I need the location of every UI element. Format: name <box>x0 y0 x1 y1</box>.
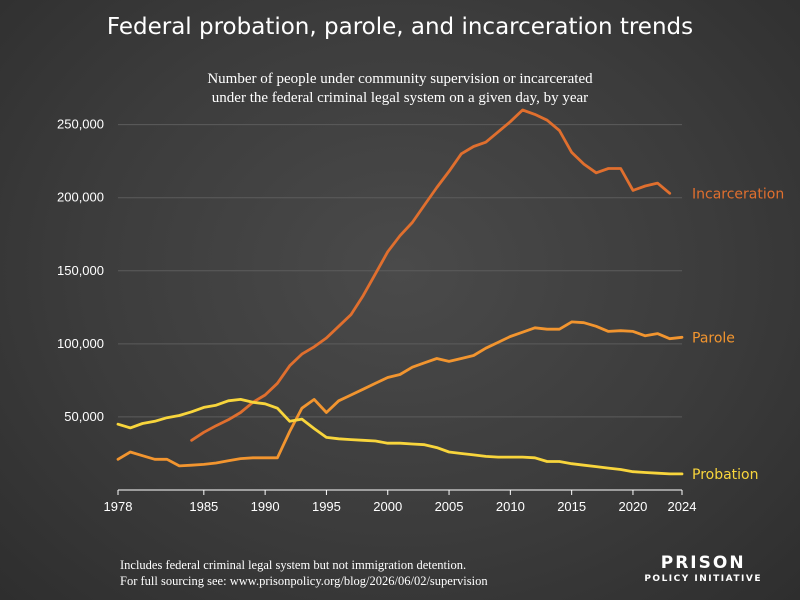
series-labels: Incarceration Parole Probation <box>692 186 784 483</box>
x-tick-label: 1995 <box>312 499 341 514</box>
x-tick-label: 2005 <box>435 499 464 514</box>
y-tick-label: 250,000 <box>57 117 104 132</box>
parole-line <box>116 320 684 468</box>
y-axis: 50,000 100,000 150,000 200,000 250,000 <box>57 117 104 424</box>
x-tick-label: 2024 <box>668 499 697 514</box>
subtitle-line-1: Number of people under community supervi… <box>207 71 593 87</box>
x-tick-label: 1978 <box>104 499 133 514</box>
y-tick-label: 200,000 <box>57 190 104 205</box>
y-tick-label: 150,000 <box>57 263 104 278</box>
footnote: Includes federal criminal legal system b… <box>120 557 488 589</box>
footnote-line-1: Includes federal criminal legal system b… <box>120 558 467 572</box>
incarceration-label: Incarceration <box>692 186 784 202</box>
logo-line-2: POLICY INITIATIVE <box>644 574 762 584</box>
x-tick-label: 1990 <box>251 499 280 514</box>
probation-line <box>116 397 684 476</box>
x-axis: 1978 1985 1990 1995 2000 2005 2010 2015 2020 2024 <box>104 489 697 514</box>
x-tick-label: 2015 <box>557 499 586 514</box>
series-lines <box>116 108 684 476</box>
x-tick-label: 2000 <box>373 499 402 514</box>
x-tick-label: 2020 <box>618 499 647 514</box>
grid-lines <box>118 124 682 418</box>
prison-policy-logo: PRISON POLICY INITIATIVE <box>644 553 762 585</box>
y-tick-label: 100,000 <box>57 336 104 351</box>
y-tick-label: 50,000 <box>64 409 104 424</box>
chart-title: Federal probation, parole, and incarcera… <box>106 14 694 40</box>
logo-line-1: PRISON <box>660 553 746 573</box>
probation-label: Probation <box>692 467 759 483</box>
subtitle-line-2: under the federal criminal legal system … <box>211 90 589 106</box>
x-tick-label: 2010 <box>496 499 525 514</box>
incarceration-line <box>190 108 672 442</box>
x-tick-label: 1985 <box>189 499 218 514</box>
parole-label: Parole <box>692 330 735 346</box>
footnote-line-2: For full sourcing see: www.prisonpolicy.… <box>120 574 488 588</box>
chart-subtitle: Number of people under community supervi… <box>0 70 800 108</box>
